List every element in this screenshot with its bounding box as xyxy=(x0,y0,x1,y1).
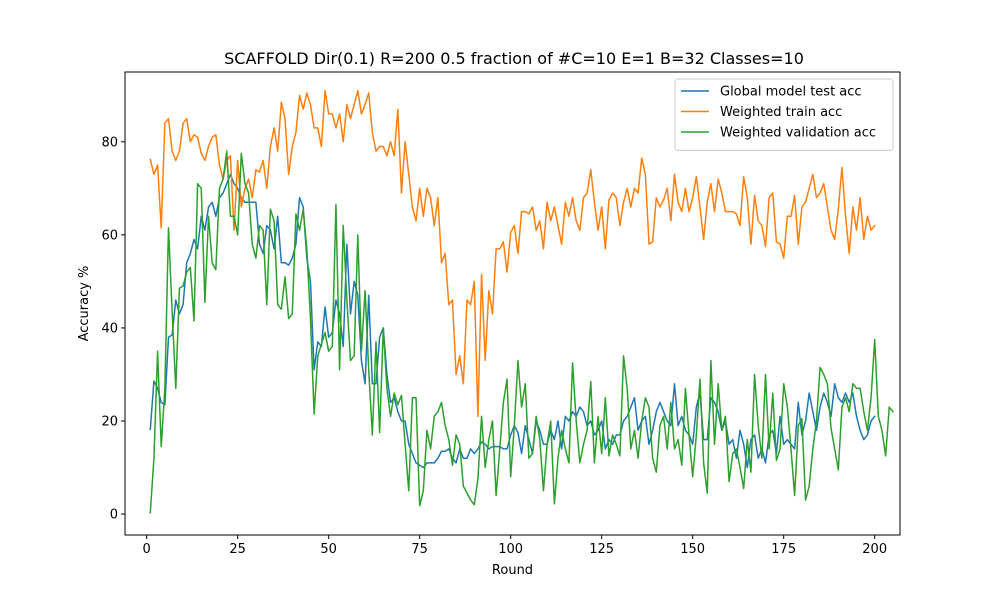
y-axis: 0 20 40 60 80 xyxy=(101,135,125,523)
y-tick-label: 0 xyxy=(110,508,118,523)
series-line-3 xyxy=(149,150,894,514)
x-tick-label: 125 xyxy=(589,542,614,557)
x-tick-label: 50 xyxy=(320,542,337,557)
x-axis-label: Round xyxy=(492,563,533,578)
legend-label: Global model test acc xyxy=(720,85,862,100)
legend: Global model test acc Weighted train acc W… xyxy=(674,78,894,151)
x-tick-label: 25 xyxy=(229,542,246,557)
y-tick-label: 20 xyxy=(101,414,118,429)
x-tick-label: 150 xyxy=(680,542,705,557)
y-tick-label: 80 xyxy=(101,135,118,150)
series-line-2 xyxy=(149,89,876,418)
y-tick-label: 60 xyxy=(101,228,118,243)
series-line-1 xyxy=(149,173,876,469)
y-tick-label: 40 xyxy=(101,321,118,336)
legend-label: Weighted train acc xyxy=(720,105,842,120)
x-axis: 0 25 50 75 100 125 150 175 200 xyxy=(143,535,887,557)
series-layer xyxy=(149,89,894,514)
x-tick-label: 200 xyxy=(862,542,887,557)
plot-frame xyxy=(124,71,901,536)
chart-title: SCAFFOLD Dir(0.1) R=200 0.5 fraction of … xyxy=(224,49,804,68)
legend-label: Weighted validation acc xyxy=(720,126,876,141)
legend-box xyxy=(674,78,894,151)
x-tick-label: 0 xyxy=(143,542,151,557)
x-tick-label: 100 xyxy=(498,542,523,557)
x-tick-label: 175 xyxy=(771,542,796,557)
x-tick-label: 75 xyxy=(411,542,428,557)
y-axis-label: Accuracy % xyxy=(77,266,92,342)
